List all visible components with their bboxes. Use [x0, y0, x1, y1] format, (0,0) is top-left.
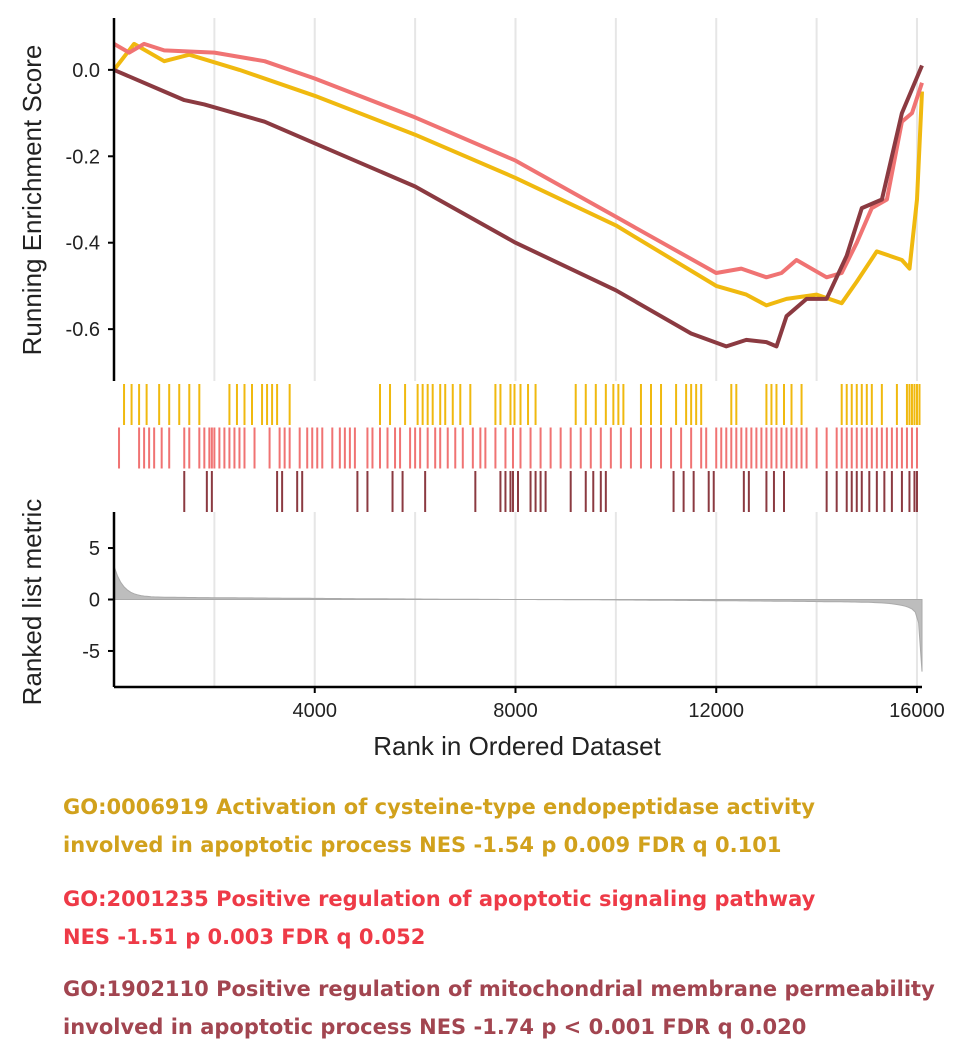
es-series-line — [113, 64, 924, 349]
caption-line: involved in apoptotic process NES -1.74 … — [63, 1015, 807, 1039]
metric-y-axis-label: Ranked list metric — [17, 499, 47, 706]
enrichment-lines — [112, 41, 924, 349]
caption-line: involved in apoptotic process NES -1.54 … — [63, 833, 782, 857]
x-tick-label: 16000 — [889, 700, 945, 722]
caption-line: GO:0006919 Activation of cysteine-type e… — [63, 795, 815, 819]
es-series-line — [112, 41, 924, 308]
caption-activation-cysteine: GO:0006919 Activation of cysteine-type e… — [63, 788, 815, 864]
metric-y-tick-label: -5 — [82, 641, 100, 663]
es-series-line — [113, 41, 924, 280]
es-y-tick-label: -0.2 — [66, 146, 100, 168]
metric-y-tick-label: 5 — [89, 538, 100, 560]
caption-apoptotic-signaling: GO:2001235 Positive regulation of apopto… — [63, 880, 815, 956]
metric-y-tick-label: 0 — [89, 590, 100, 612]
hit-markers — [118, 384, 921, 512]
caption-line: NES -1.51 p 0.003 FDR q 0.052 — [63, 925, 426, 949]
axes — [112, 18, 922, 689]
x-tick-label: 12000 — [688, 700, 744, 722]
caption-line: GO:1902110 Positive regulation of mitoch… — [63, 977, 935, 1001]
x-axis-label: Rank in Ordered Dataset — [373, 731, 661, 761]
es-y-axis-label: Running Enrichment Score — [17, 45, 47, 356]
ranked-metric-area — [113, 565, 923, 672]
es-y-tick-label: 0.0 — [72, 60, 100, 82]
es-y-tick-label: -0.4 — [66, 233, 100, 255]
es-y-tick-label: -0.6 — [66, 319, 100, 341]
gsea-plot: 0.0 -0.2 -0.4 -0.6 5 0 -5 4000 8000 12000 16000 Ru… — [17, 18, 945, 761]
grid — [213, 18, 918, 687]
caption-mitochondrial-permeability: GO:1902110 Positive regulation of mitoch… — [63, 970, 935, 1046]
ranked-metric-area — [113, 565, 923, 672]
x-tick-label: 4000 — [292, 700, 337, 722]
caption-line: GO:2001235 Positive regulation of apopto… — [63, 887, 816, 911]
tick-labels: 0.0 -0.2 -0.4 -0.6 5 0 -5 4000 8000 12000 16000 — [66, 60, 945, 722]
x-tick-label: 8000 — [493, 700, 538, 722]
